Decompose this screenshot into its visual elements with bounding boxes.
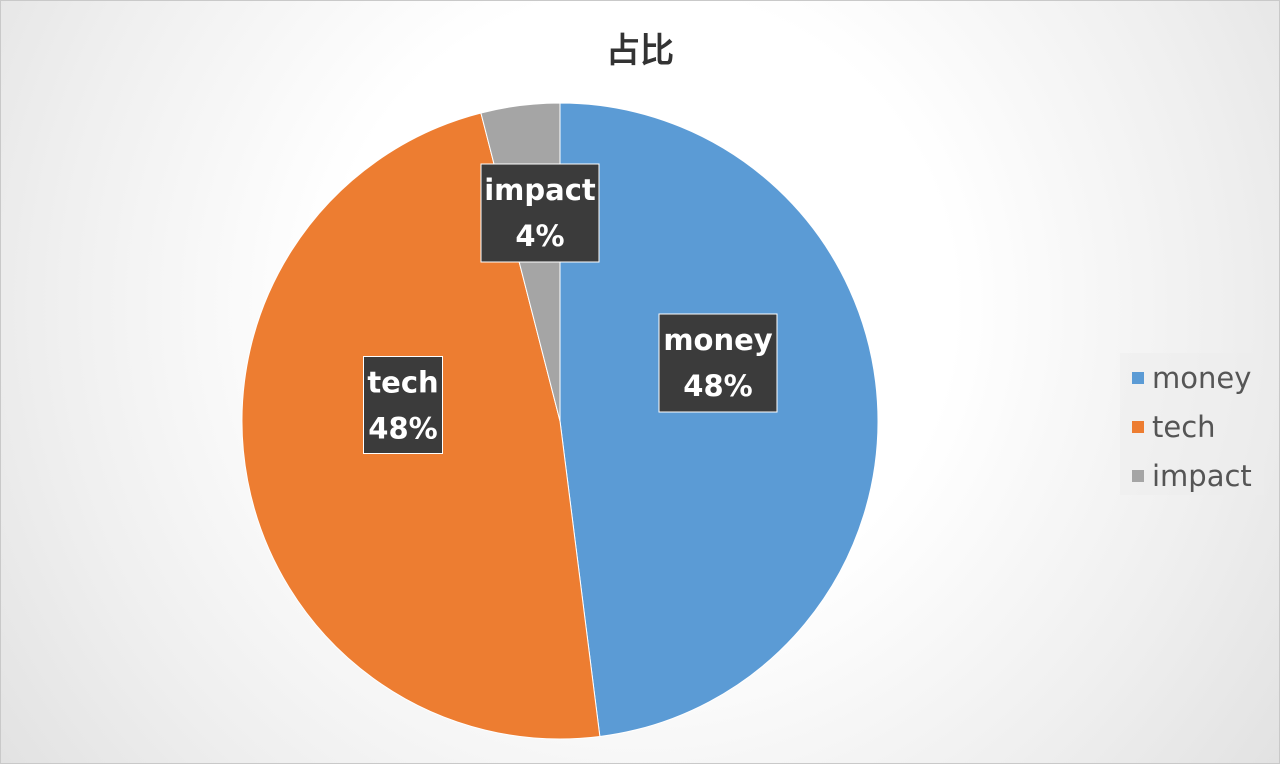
legend-item-impact: impact <box>1132 456 1252 496</box>
data-label-category-money: money <box>663 323 772 357</box>
data-label-value-tech: 48% <box>368 412 437 446</box>
data-label-value-money: 48% <box>683 369 752 403</box>
data-label-money: money 48% <box>658 313 778 413</box>
data-label-category-tech: tech <box>367 366 438 400</box>
chart-legend: money tech impact <box>1120 353 1264 495</box>
chart-title: 占比 <box>606 31 674 71</box>
legend-label-money: money <box>1152 361 1252 395</box>
data-label-tech: tech 48% <box>363 356 443 454</box>
legend-swatch-impact <box>1132 470 1144 482</box>
data-label-box-impact <box>480 163 600 263</box>
legend-swatch-tech <box>1132 421 1144 433</box>
data-label-category-impact: impact <box>484 173 596 207</box>
legend-item-tech: tech <box>1132 407 1216 447</box>
data-label-box-tech <box>363 356 443 454</box>
legend-swatch-money <box>1132 372 1144 384</box>
data-label-box-money <box>658 313 778 413</box>
legend-label-impact: impact <box>1152 459 1252 493</box>
pie-slice-money <box>559 102 879 738</box>
data-label-impact: impact 4% <box>480 163 600 263</box>
legend-item-money: money <box>1132 358 1251 398</box>
data-label-value-impact: 4% <box>515 219 564 253</box>
legend-label-tech: tech <box>1152 410 1216 444</box>
